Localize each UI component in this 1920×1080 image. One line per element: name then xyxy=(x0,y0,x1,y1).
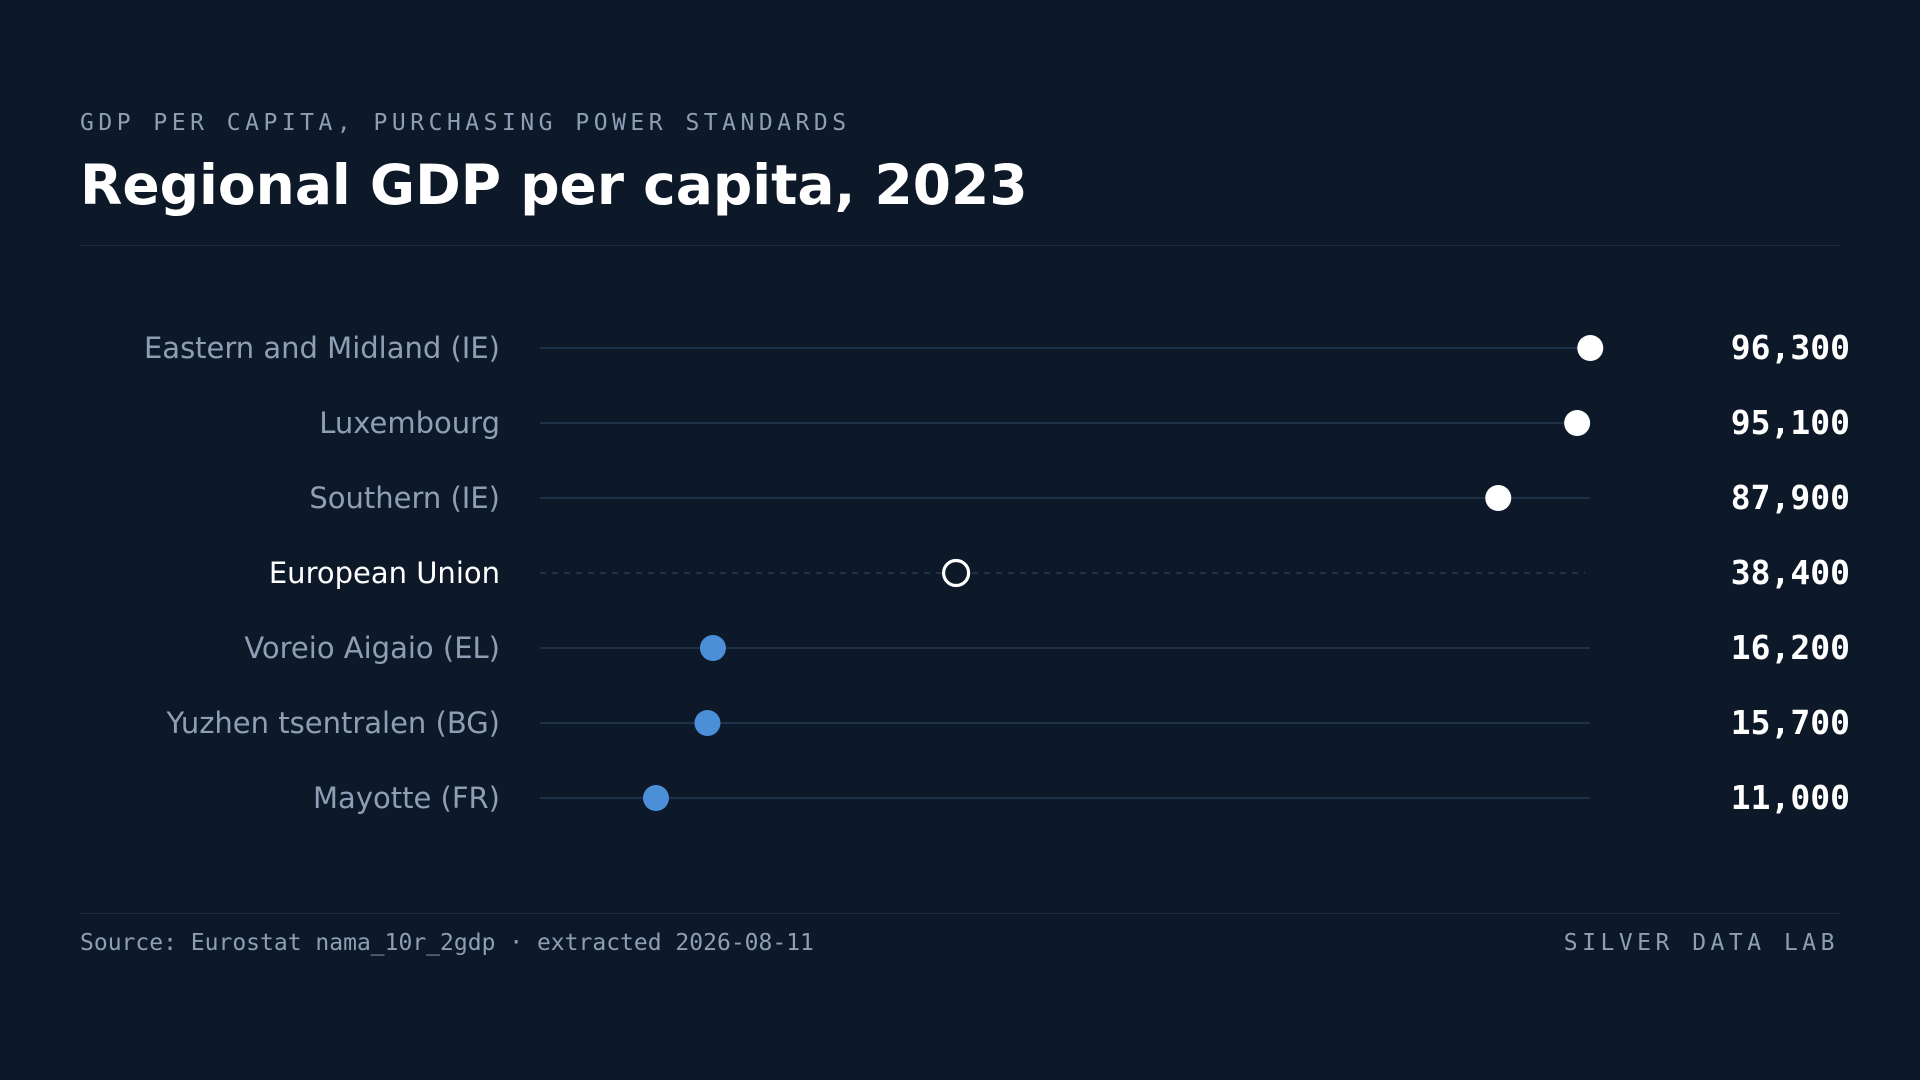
category-label: Luxembourg xyxy=(319,406,500,440)
chart-title: Regional GDP per capita, 2023 xyxy=(80,153,1028,217)
value-label: 16,200 xyxy=(1731,628,1850,667)
value-label: 15,700 xyxy=(1731,703,1850,742)
value-label: 87,900 xyxy=(1731,478,1850,517)
value-label: 95,100 xyxy=(1731,403,1850,442)
category-label: Mayotte (FR) xyxy=(313,781,500,815)
category-label: European Union xyxy=(269,556,500,590)
reference-point xyxy=(941,558,971,588)
chart-eyebrow: GDP PER CAPITA, PURCHASING POWER STANDAR… xyxy=(80,110,851,136)
data-point xyxy=(699,635,726,661)
value-label: 38,400 xyxy=(1731,553,1850,592)
data-point xyxy=(1564,410,1591,436)
data-point xyxy=(1485,485,1512,511)
data-point xyxy=(642,785,669,811)
category-label: Yuzhen tsentralen (BG) xyxy=(165,706,500,740)
value-label: 11,000 xyxy=(1731,778,1850,817)
header-divider xyxy=(80,245,1840,246)
category-label: Southern (IE) xyxy=(309,481,500,515)
value-label: 96,300 xyxy=(1731,328,1850,367)
footer-divider xyxy=(80,913,1840,914)
category-label: Voreio Aigaio (EL) xyxy=(244,631,500,665)
data-point xyxy=(1577,335,1604,361)
data-point xyxy=(694,710,721,736)
brand-label: SILVER DATA LAB xyxy=(1563,930,1839,956)
source-note: Source: Eurostat nama_10r_2gdp · extract… xyxy=(80,930,814,956)
category-label: Eastern and Midland (IE) xyxy=(144,331,500,365)
